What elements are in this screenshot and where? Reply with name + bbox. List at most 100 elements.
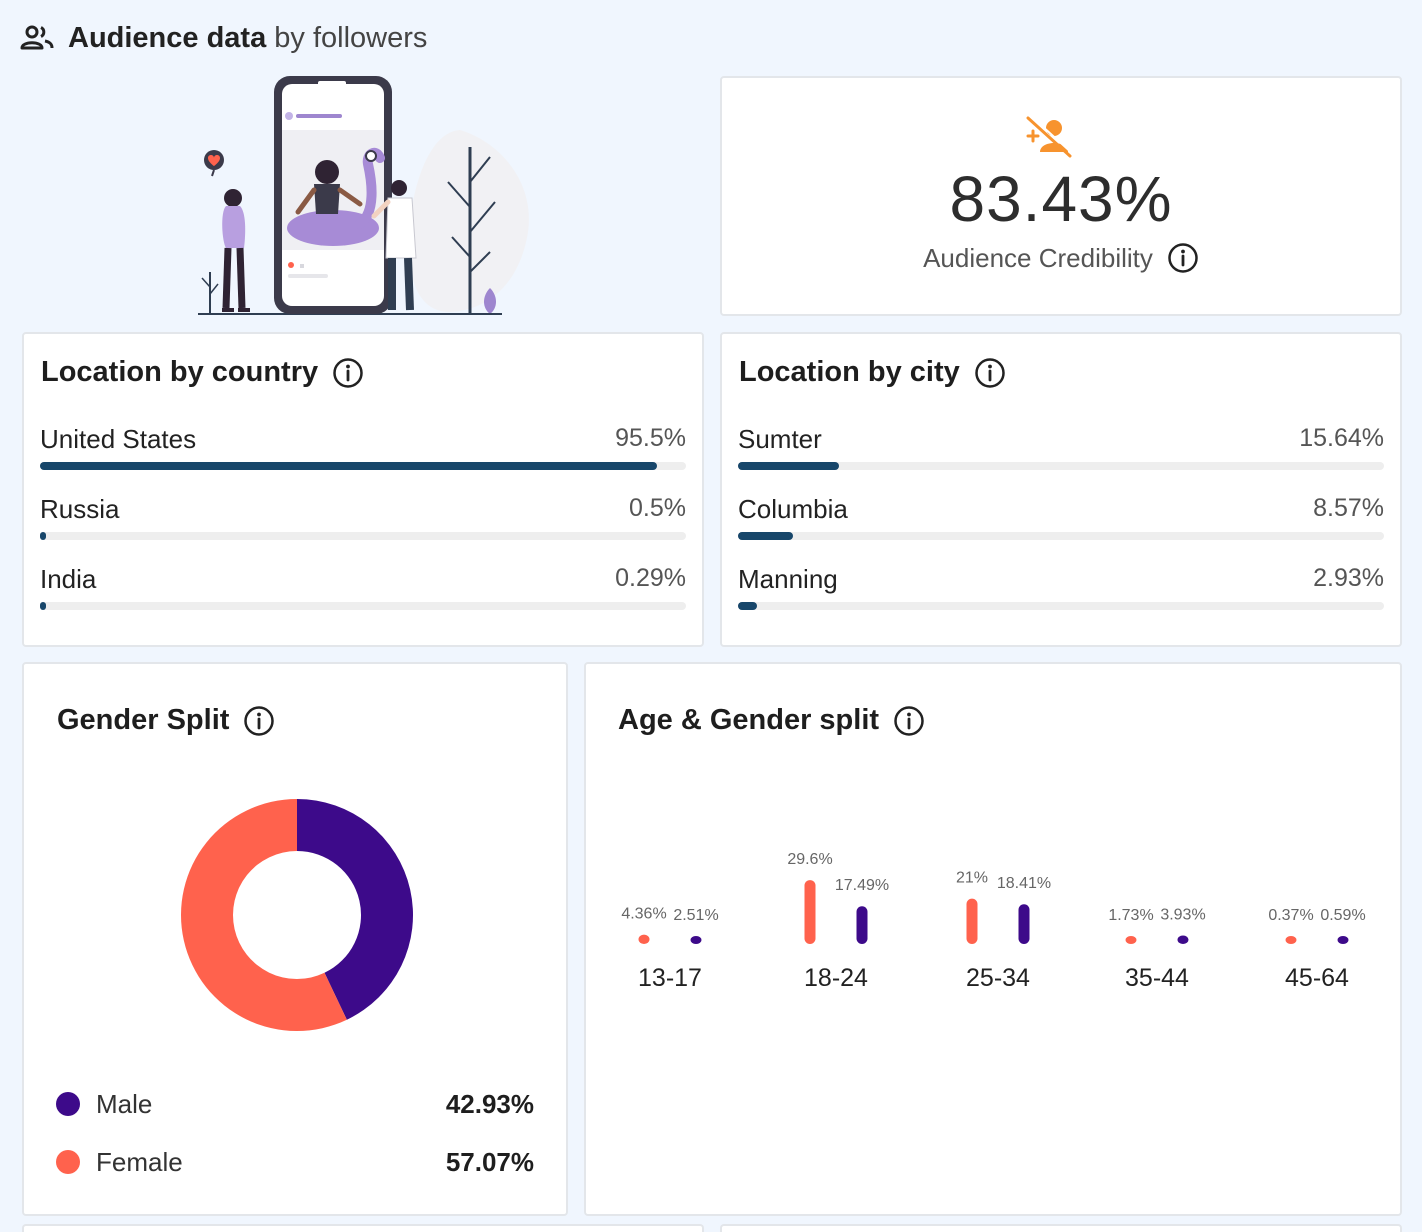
bar-label-male-18-24: 17.49% (835, 877, 889, 894)
section-header: Audience data by followers (20, 18, 427, 58)
age-category-label: 18-24 (804, 964, 868, 992)
progress-track (40, 532, 686, 540)
bar-label-female-25-34: 21% (956, 870, 988, 887)
country-percent: 0.5% (629, 494, 686, 522)
city-name: Manning (738, 564, 838, 594)
bar-female-35-44 (1125, 936, 1137, 944)
city-row: Columbia 8.57% (738, 492, 1384, 562)
bar-female-13-17 (638, 934, 650, 944)
card-title-row: Age & Gender split (618, 704, 925, 737)
city-percent: 8.57% (1313, 494, 1384, 522)
bar-female-45-64 (1285, 936, 1297, 944)
info-icon[interactable] (1167, 242, 1199, 274)
gender-donut-chart (181, 799, 413, 1031)
audience-credibility-card: 83.43% Audience Credibility (720, 76, 1402, 316)
male-color-dot (56, 1092, 80, 1116)
bar-label-male-13-17: 2.51% (673, 907, 718, 924)
next-card-edge (22, 1224, 704, 1232)
bar-label-male-25-34: 18.41% (997, 875, 1051, 892)
country-name: India (40, 564, 97, 594)
card-title-row: Gender Split (57, 704, 275, 737)
progress-track (738, 462, 1384, 470)
legend-item-male: Male 42.93% (56, 1084, 534, 1124)
progress-fill (738, 532, 794, 540)
card-title: Age & Gender split (618, 704, 880, 736)
city-name: Columbia (738, 494, 848, 524)
legend-label: Female (96, 1146, 183, 1177)
country-name: United States (40, 424, 197, 454)
country-row: India 0.29% (40, 562, 686, 632)
info-icon[interactable] (243, 705, 275, 737)
legend-value: 57.07% (445, 1146, 534, 1177)
progress-track (738, 602, 1384, 610)
legend-value: 42.93% (445, 1088, 534, 1119)
country-list: United States 95.5% Russia 0.5% India 0.… (40, 422, 686, 632)
city-name: Sumter (738, 424, 822, 454)
progress-fill (738, 602, 757, 610)
card-title-row: Location by country (41, 356, 364, 389)
gender-split-card: Gender Split Male 42.93% Female 57.07% (22, 662, 568, 1216)
info-icon[interactable] (332, 357, 364, 389)
progress-fill (40, 532, 47, 540)
card-title: Gender Split (57, 704, 230, 736)
bar-male-18-24 (856, 906, 868, 944)
next-card-edge (720, 1224, 1402, 1232)
city-row: Manning 2.93% (738, 562, 1384, 632)
location-country-card: Location by country United States 95.5% … (22, 332, 704, 647)
gender-legend: Male 42.93% Female 57.07% (56, 1084, 534, 1204)
bar-male-35-44 (1177, 935, 1189, 944)
progress-track (40, 462, 686, 470)
bar-male-13-17 (690, 936, 702, 944)
city-percent: 15.64% (1299, 424, 1384, 452)
age-category-label: 25-34 (966, 964, 1030, 992)
info-icon[interactable] (893, 705, 925, 737)
donut-slice-female (181, 799, 347, 1031)
people-icon (20, 25, 54, 50)
card-title: Location by country (41, 356, 319, 388)
country-name: Russia (40, 494, 120, 524)
progress-track (738, 532, 1384, 540)
section-title-bold: Audience data (68, 21, 267, 54)
age-category-label: 45-64 (1285, 964, 1349, 992)
bar-label-male-35-44: 3.93% (1160, 907, 1205, 924)
legend-label: Male (96, 1088, 153, 1119)
card-title-row: Location by city (739, 356, 1006, 389)
age-gender-bar-chart: 4.36% 2.51% 13-17 29.6%17.49% 18-24 21% 18.41%… (621, 851, 1365, 992)
bar-label-female-18-24: 29.6% (787, 851, 832, 868)
credibility-label: Audience Credibility (923, 242, 1153, 273)
bar-label-male-45-64: 0.59% (1320, 907, 1365, 924)
bar-female-18-24 (804, 880, 816, 944)
progress-fill (738, 462, 840, 470)
country-row: Russia 0.5% (40, 492, 686, 562)
female-color-dot (56, 1150, 80, 1174)
city-row: Sumter 15.64% (738, 422, 1384, 492)
age-category-label: 13-17 (638, 964, 702, 992)
progress-track (40, 602, 686, 610)
bar-female-25-34 (966, 898, 978, 944)
legend-item-female: Female 57.07% (56, 1142, 534, 1182)
progress-fill (40, 602, 47, 610)
bar-male-45-64 (1337, 936, 1349, 944)
city-list: Sumter 15.64% Columbia 8.57% Manning 2.9… (738, 422, 1384, 632)
info-icon[interactable] (974, 357, 1006, 389)
section-title-light: by followers (274, 21, 428, 54)
bar-label-female-45-64: 0.37% (1268, 907, 1313, 924)
section-title: Audience data by followers (68, 22, 427, 55)
donut-slice-male (297, 799, 413, 1020)
location-city-card: Location by city Sumter 15.64% Columbia … (720, 332, 1402, 647)
bar-label-female-13-17: 4.36% (621, 906, 666, 923)
country-row: United States 95.5% (40, 422, 686, 492)
country-percent: 95.5% (615, 424, 686, 452)
country-percent: 0.29% (615, 564, 686, 592)
age-gender-card: Age & Gender split 4.36% 2.51% 13-17 29.6% 1… (584, 662, 1402, 1216)
bar-label-female-35-44: 1.73% (1108, 907, 1153, 924)
progress-fill (40, 462, 657, 470)
bar-male-25-34 (1018, 904, 1030, 944)
fake-followers-icon (1026, 115, 1074, 158)
age-category-label: 35-44 (1125, 964, 1189, 992)
audience-illustration (198, 76, 529, 315)
credibility-label-row: Audience Credibility (722, 242, 1400, 274)
city-percent: 2.93% (1313, 564, 1384, 592)
card-title: Location by city (739, 356, 960, 388)
credibility-value: 83.43% (949, 163, 1173, 235)
